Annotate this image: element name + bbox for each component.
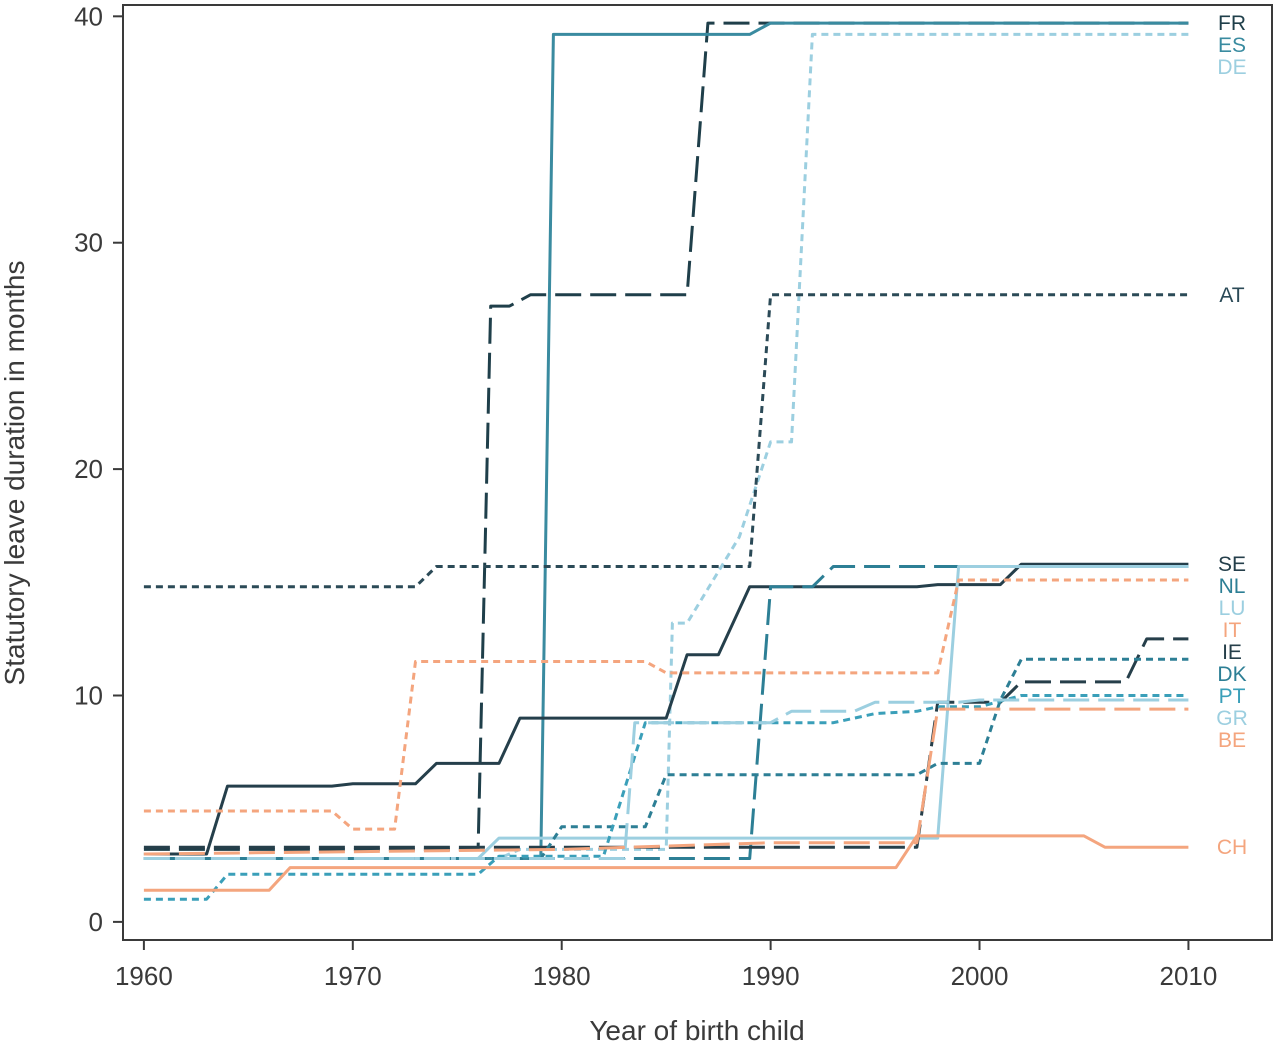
series-label-se: SE [1218,553,1246,576]
series-label-ie: IE [1222,641,1242,664]
series-line-fr [143,21,1189,851]
y-axis-title: Statutory leave duration in months [0,261,30,686]
ticks-layer: 1960 1970 1980 1990 2000 2010 0 10 20 30 40 [74,1,1217,991]
series-line-es [143,21,1189,860]
series-line-be [143,707,1189,856]
y-tick-label: 20 [74,454,103,484]
series-line-ch [143,834,1189,892]
x-tick-label: 2000 [951,961,1009,991]
series-line-at [143,293,1189,589]
series-label-it: IT [1223,619,1242,642]
y-tick-label: 40 [74,1,103,31]
x-tick-label: 1990 [742,961,800,991]
series-line-nl [143,565,1189,860]
plot-frame [122,4,1273,941]
x-tick-label: 1980 [533,961,591,991]
series-line-gr [143,698,1189,860]
series-label-be: BE [1218,729,1246,752]
x-tick-label: 2010 [1160,961,1218,991]
series-line-de [143,32,1189,860]
series-layer [143,21,1189,901]
series-label-lu: LU [1219,597,1246,620]
series-line-dk [143,657,1189,860]
x-axis-title: Year of birth child [589,1015,804,1046]
series-label-nl: NL [1219,575,1246,598]
y-tick-label: 30 [74,228,103,258]
series-label-dk: DK [1217,663,1246,686]
x-tick-label: 1960 [115,961,173,991]
x-tick-label: 1970 [324,961,382,991]
series-label-at: AT [1219,284,1244,307]
y-tick-label: 0 [89,907,103,937]
series-label-es: ES [1218,34,1246,57]
series-label-fr: FR [1218,12,1246,35]
series-label-de: DE [1217,56,1246,79]
series-line-se [143,562,1189,856]
series-label-pt: PT [1219,685,1246,708]
series-label-gr: GR [1216,707,1248,730]
series-label-ch: CH [1217,836,1247,859]
y-tick-label: 10 [74,680,103,710]
series-line-it [143,578,1189,831]
